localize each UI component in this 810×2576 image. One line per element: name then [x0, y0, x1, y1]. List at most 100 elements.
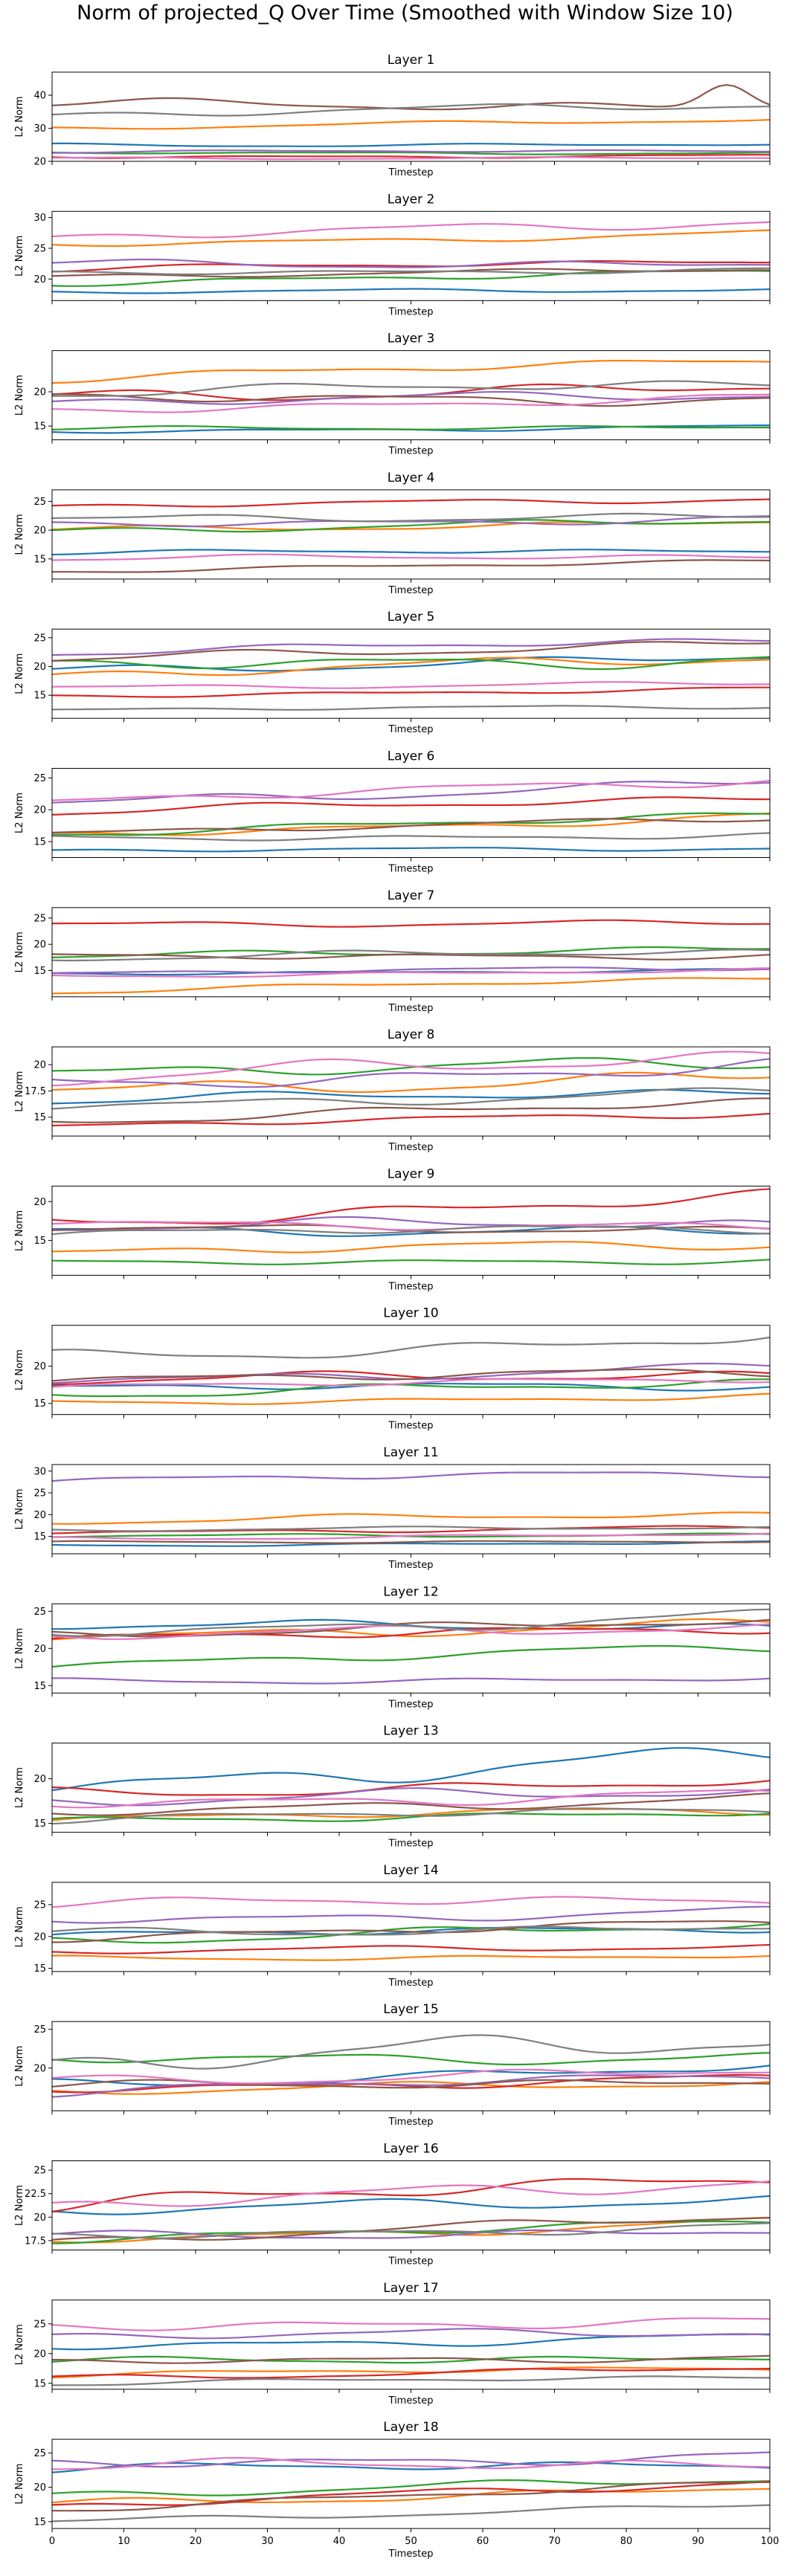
series-line: [51, 1370, 771, 1386]
series-line: [51, 1511, 771, 1525]
y-axis-label: L2 Norm: [14, 1210, 25, 1251]
y-axis-label: L2 Norm: [14, 236, 25, 277]
y-tick-label: 17.5: [25, 2236, 46, 2247]
subplot-title: Layer 14: [383, 1863, 438, 1878]
axes-frame: [51, 210, 771, 301]
series-line: [51, 1087, 771, 1110]
series-line: [51, 258, 770, 268]
subplot-title: Layer 10: [383, 1306, 438, 1321]
series-line: [51, 1058, 771, 1088]
series-line: [51, 2052, 771, 2066]
y-axis-label: L2 Norm: [14, 1071, 25, 1112]
series-line: [51, 2034, 771, 2070]
series-line: [52, 149, 771, 154]
y-tick-label: 20: [33, 1510, 46, 1521]
figure-title: Norm of projected_Q Over Time (Smoothed …: [77, 1, 733, 25]
series-line: [51, 1905, 770, 1924]
series-line: [51, 512, 771, 523]
series-line: [51, 656, 771, 672]
x-tick-label: 0: [49, 2536, 55, 2547]
series-line: [52, 393, 771, 407]
series-line: [51, 391, 771, 405]
series-line: [51, 360, 771, 384]
series-line: [51, 1378, 771, 1398]
y-tick-label: 20: [33, 805, 46, 816]
series-line: [51, 656, 771, 677]
x-axis-label: Timestep: [388, 1839, 434, 1850]
y-tick-label: 25: [33, 633, 46, 644]
subplot-layer-11: Layer 11 15 20 25 30 Timestep L2 Norm: [14, 1445, 771, 1571]
y-tick-label: 15: [33, 2517, 46, 2528]
y-tick-label: 20: [33, 387, 46, 398]
series-line: [51, 1259, 771, 1265]
series-line: [51, 1225, 771, 1236]
series-line: [51, 966, 771, 974]
x-tick-label: 60: [477, 2536, 489, 2547]
x-axis-label: Timestep: [388, 2256, 434, 2267]
x-tick-label: 20: [190, 2536, 202, 2547]
series-line: [51, 1627, 771, 1640]
series-line: [51, 2073, 771, 2094]
series-line: [52, 2354, 771, 2364]
series-line: [51, 832, 771, 842]
series-line: [51, 1112, 771, 1127]
x-tick-label: 90: [692, 2536, 704, 2547]
series-line: [51, 949, 771, 962]
x-axis-label: Timestep: [388, 864, 434, 875]
series-line: [51, 2451, 771, 2468]
subplot-layer-3: Layer 3 15 20 Timestep L2 Norm: [14, 332, 771, 457]
subplot-layer-16: Layer 16 17.5 20 22.5 25 Timestep L2 Norm: [14, 2142, 771, 2267]
series-line: [51, 967, 771, 978]
y-tick-label: 25: [33, 243, 46, 254]
subplot-layer-4: Layer 4 15 20 25 Timestep L2 Norm: [14, 471, 771, 596]
subplot-layer-1: Layer 1 20 30 40 Timestep L2 Norm: [14, 53, 771, 178]
y-tick-label: 25: [33, 2319, 46, 2330]
y-tick-label: 25: [33, 1488, 46, 1500]
series-line: [51, 1241, 771, 1253]
y-tick-label: 25: [33, 1607, 46, 1618]
series-line: [51, 1896, 771, 1908]
subplot-layer-14: Layer 14 15 20 25 Timestep L2 Norm: [14, 1863, 771, 1989]
series-line: [51, 1057, 771, 1076]
subplot-layer-13: Layer 13 15 20 Timestep L2 Norm: [14, 1724, 771, 1850]
series-line: [51, 515, 771, 528]
y-axis-label: L2 Norm: [14, 1767, 25, 1808]
axes-frame: [51, 71, 771, 162]
series-line: [51, 1618, 771, 1641]
y-tick-label: 20: [33, 662, 46, 673]
series-line: [51, 260, 771, 273]
series-line: [51, 1812, 771, 1822]
y-tick-label: 15: [33, 1531, 46, 1543]
series-line: [51, 638, 771, 656]
series-line: [51, 2366, 771, 2379]
series-line: [51, 847, 771, 853]
x-tick-label: 50: [405, 2536, 417, 2547]
series-line: [52, 919, 771, 928]
series-line: [52, 812, 771, 836]
series-line: [51, 779, 771, 801]
series-line: [51, 977, 771, 995]
y-tick-label: 20: [33, 1644, 46, 1655]
x-axis-label: Timestep: [388, 724, 434, 735]
y-tick-label: 25: [33, 773, 46, 784]
series-line: [51, 2220, 771, 2244]
x-tick-label: 40: [333, 2536, 346, 2547]
series-line: [51, 1608, 771, 1637]
x-axis-label: Timestep: [388, 446, 434, 457]
x-axis-label: Timestep: [388, 1281, 434, 1292]
y-tick-label: 15: [33, 1681, 46, 1692]
series-line: [52, 2375, 770, 2386]
x-tick-label: 10: [118, 2536, 130, 2547]
y-tick-label: 15: [33, 837, 46, 848]
y-tick-label: 25: [33, 913, 46, 924]
subplot-layer-6: Layer 6 15 20 25 Timestep L2 Norm: [14, 749, 771, 875]
subplot-title: Layer 11: [383, 1445, 438, 1460]
y-axis-label: L2 Norm: [14, 2046, 25, 2087]
subplot-title: Layer 9: [388, 1166, 435, 1181]
series-line: [52, 119, 771, 130]
series-line: [51, 498, 771, 508]
series-line: [51, 812, 771, 836]
series-line: [51, 2461, 771, 2473]
y-tick-label: 15: [33, 691, 46, 702]
